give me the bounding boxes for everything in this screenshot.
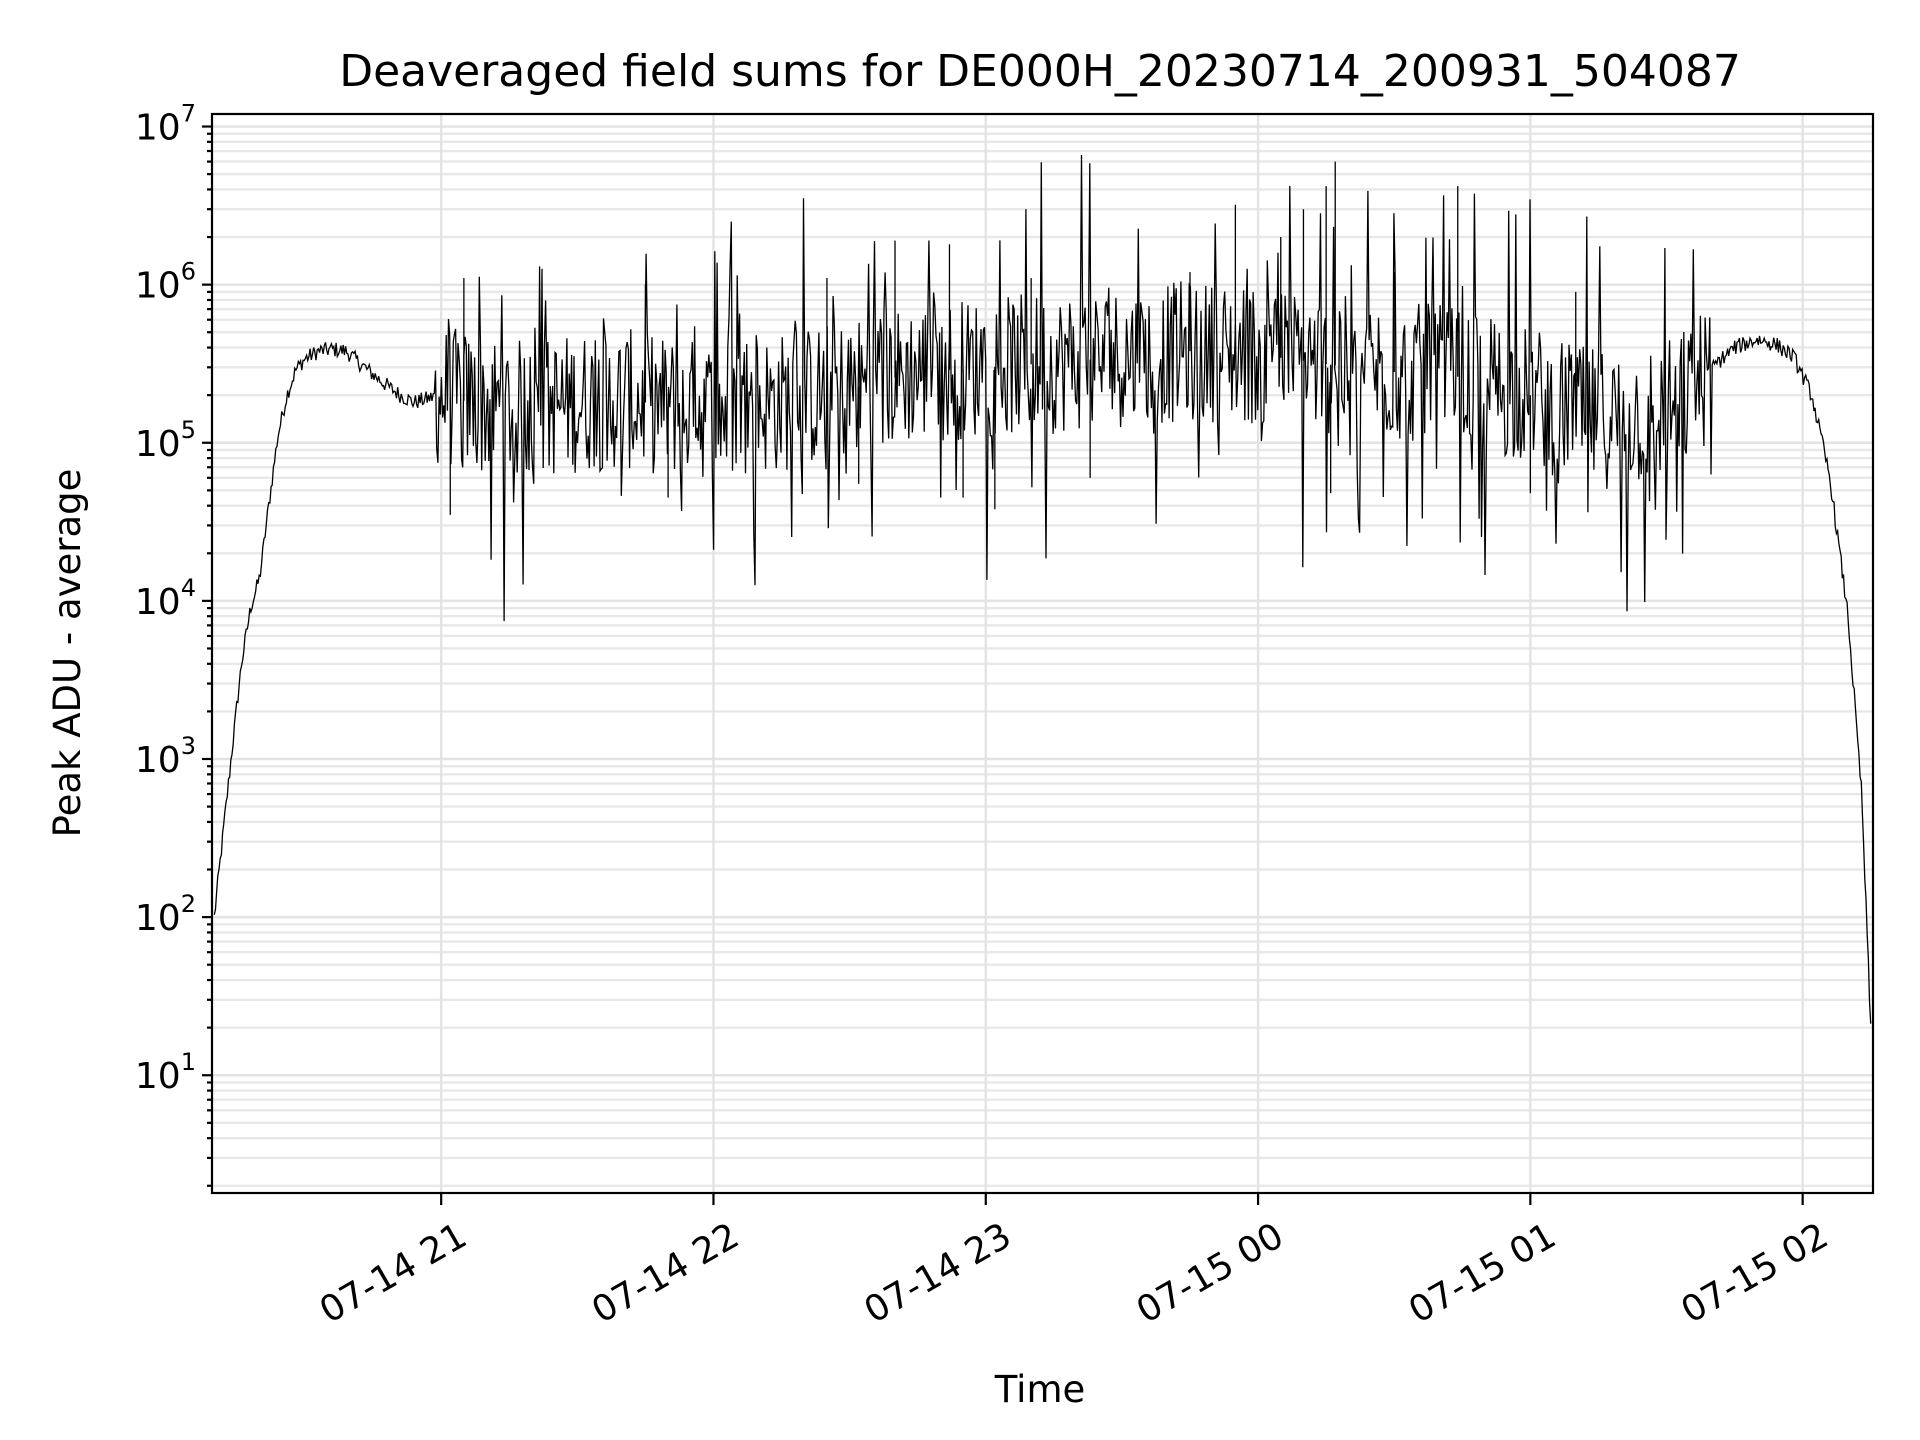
series-line [213, 154, 1872, 1024]
y-tick-base: 10 [135, 424, 181, 465]
y-tick-label: 106 [135, 258, 196, 307]
y-tick-exponent: 1 [181, 1048, 196, 1076]
y-tick-base: 10 [135, 1056, 181, 1097]
y-tick-label: 105 [135, 416, 196, 465]
y-tick-exponent: 6 [181, 258, 196, 286]
y-axis-label: Peak ADU - average [46, 469, 89, 838]
y-tick-exponent: 5 [181, 416, 196, 444]
y-tick-exponent: 3 [181, 732, 196, 760]
y-tick-label: 107 [135, 100, 196, 149]
y-tick-base: 10 [135, 108, 181, 149]
y-tick-base: 10 [135, 898, 181, 939]
y-tick-label: 101 [135, 1048, 196, 1097]
y-tick-exponent: 7 [181, 100, 196, 128]
y-tick-base: 10 [135, 740, 181, 781]
series-layer [213, 154, 1872, 1024]
y-tick-label: 102 [135, 890, 196, 939]
grid [212, 114, 1873, 1193]
y-tick-label: 104 [135, 574, 196, 623]
x-axis-label: Time [994, 1368, 1086, 1411]
plot-frame [210, 112, 1875, 1195]
y-tick-exponent: 4 [181, 574, 196, 602]
y-tick-base: 10 [135, 582, 181, 623]
chart-title: Deaveraged field sums for DE000H_2023071… [339, 46, 1741, 97]
y-tick-base: 10 [135, 266, 181, 307]
y-tick-exponent: 2 [181, 890, 196, 918]
y-tick-label: 103 [135, 732, 196, 781]
